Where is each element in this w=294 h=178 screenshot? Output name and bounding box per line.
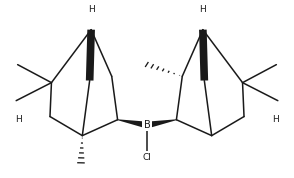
Text: H: H <box>88 5 94 14</box>
Polygon shape <box>146 119 176 128</box>
Text: H: H <box>272 115 279 124</box>
Polygon shape <box>199 30 208 81</box>
Polygon shape <box>118 119 148 128</box>
Text: H: H <box>15 115 22 124</box>
Text: B: B <box>144 120 150 130</box>
Text: H: H <box>200 5 206 14</box>
Polygon shape <box>86 30 95 81</box>
Text: Cl: Cl <box>143 153 151 162</box>
